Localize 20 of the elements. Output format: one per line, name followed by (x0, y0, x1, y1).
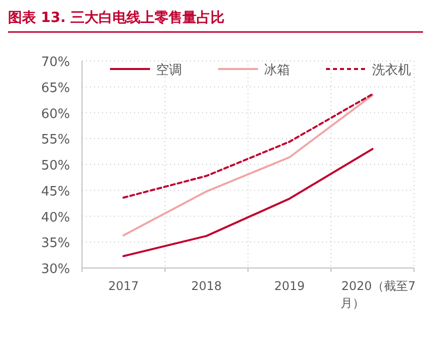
legend-label: 冰箱 (264, 63, 290, 78)
x-tick-label: 2017 (108, 279, 139, 293)
x-tick-label: 2018 (191, 279, 222, 293)
y-tick-label: 65% (41, 80, 70, 96)
y-tick-label: 55% (41, 132, 70, 148)
y-tick-label: 30% (41, 262, 70, 277)
x-tick-label: 2020（截至7月） (340, 279, 416, 310)
legend-label: 洗衣机 (372, 63, 411, 78)
line-series (122, 148, 374, 258)
y-tick-label: 35% (41, 236, 70, 252)
line-series (122, 93, 374, 199)
y-tick-label: 70% (41, 55, 70, 70)
line-series (122, 94, 374, 236)
legend-label: 空调 (156, 63, 182, 78)
x-tick-label: 2019 (274, 279, 305, 293)
y-tick-label: 40% (41, 210, 70, 226)
chart-title: 图表 13. 三大白电线上零售量占比 (8, 10, 225, 26)
y-tick-label: 60% (41, 106, 70, 122)
y-tick-label: 45% (41, 184, 70, 200)
y-tick-label: 50% (41, 158, 70, 174)
